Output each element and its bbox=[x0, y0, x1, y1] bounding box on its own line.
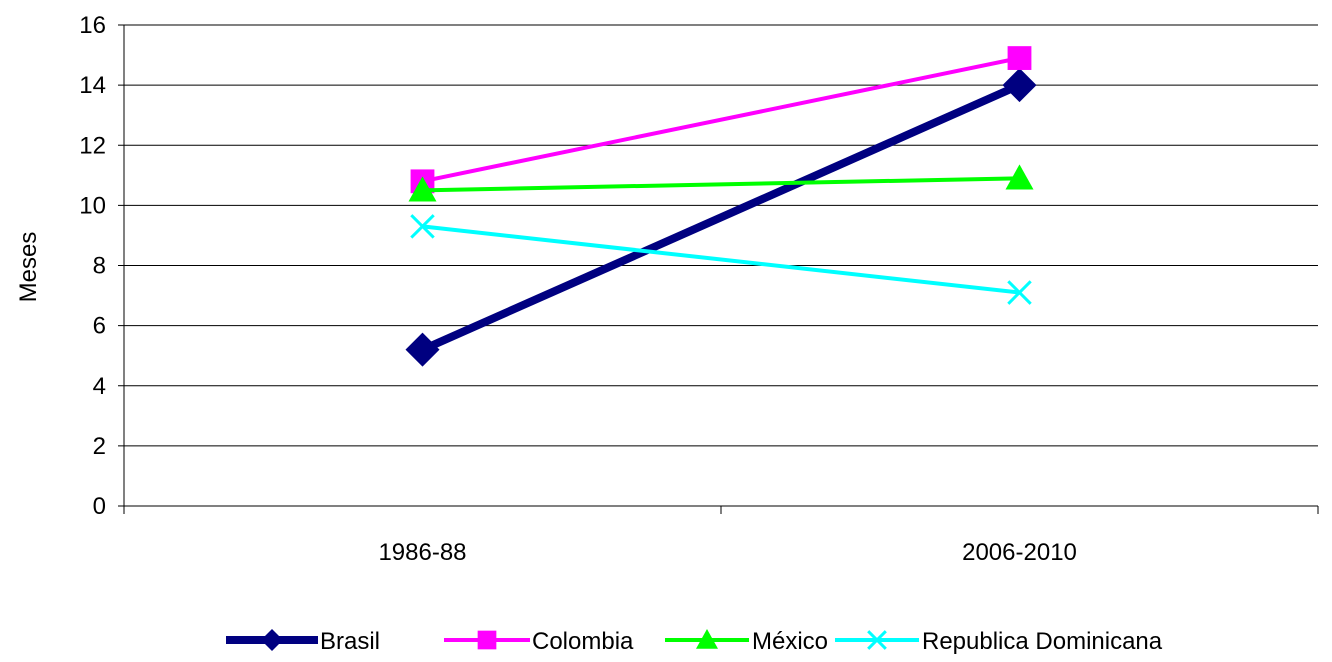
legend-marker-colombia bbox=[477, 630, 497, 650]
y-tick-label: 0 bbox=[93, 493, 106, 520]
legend-item-colombia: Colombia bbox=[444, 628, 634, 655]
axes: 0 2 4 6 8 10 12 14 16 1986-88 2006-2010 bbox=[79, 12, 1319, 566]
legend-marker-republica-dominicana-stroke bbox=[867, 630, 887, 650]
series-group bbox=[405, 46, 1037, 367]
data-point-republica-dominicana-stroke bbox=[410, 214, 435, 239]
legend-marker-mexico bbox=[696, 629, 718, 649]
series-brasil bbox=[405, 68, 1037, 367]
y-tick-label: 10 bbox=[79, 192, 106, 219]
series-line-republica-dominicana bbox=[422, 224, 1020, 295]
x-tick-label: 2006-2010 bbox=[962, 539, 1077, 566]
legend-item-mexico: México bbox=[665, 628, 828, 655]
legend-item-brasil: Brasil bbox=[226, 628, 380, 655]
y-tick-label: 16 bbox=[79, 12, 106, 39]
y-tick-label: 8 bbox=[93, 253, 106, 280]
legend-marker-brasil bbox=[261, 629, 283, 651]
data-point-mexico bbox=[408, 176, 437, 202]
series-line-mexico bbox=[422, 176, 1020, 193]
legend-label-republica-dominicana: Republica Dominicana bbox=[922, 628, 1163, 655]
series-mexico bbox=[408, 164, 1034, 202]
data-point-republica-dominicana bbox=[1007, 280, 1032, 305]
data-point-republica-dominicana bbox=[410, 214, 435, 239]
data-point-colombia bbox=[1007, 46, 1032, 70]
data-point-brasil bbox=[1002, 68, 1037, 103]
y-tick-label: 4 bbox=[93, 373, 106, 400]
legend-marker-republica-dominicana bbox=[867, 630, 887, 650]
y-tick-label: 2 bbox=[93, 433, 106, 460]
legend: Brasil Colombia México Republica Dominicana bbox=[226, 628, 1163, 655]
y-tick-label: 6 bbox=[93, 313, 106, 340]
legend-item-republica-dominicana: Republica Dominicana bbox=[835, 628, 1163, 655]
y-tick-label: 12 bbox=[79, 132, 106, 159]
data-point-mexico bbox=[1005, 164, 1034, 190]
y-tick-label: 14 bbox=[79, 72, 106, 99]
legend-label-brasil: Brasil bbox=[320, 628, 380, 655]
series-republica-dominicana bbox=[410, 214, 1032, 305]
data-point-republica-dominicana-stroke bbox=[1007, 280, 1032, 305]
series-line-colombia bbox=[422, 56, 1020, 184]
legend-label-mexico: México bbox=[752, 628, 828, 655]
y-axis-title: Meses bbox=[15, 232, 42, 303]
gridlines bbox=[124, 24, 1318, 447]
x-tick-label: 1986-88 bbox=[378, 539, 466, 566]
legend-label-colombia: Colombia bbox=[532, 628, 634, 655]
series-line-brasil bbox=[420, 81, 1022, 354]
data-point-brasil bbox=[405, 332, 440, 367]
